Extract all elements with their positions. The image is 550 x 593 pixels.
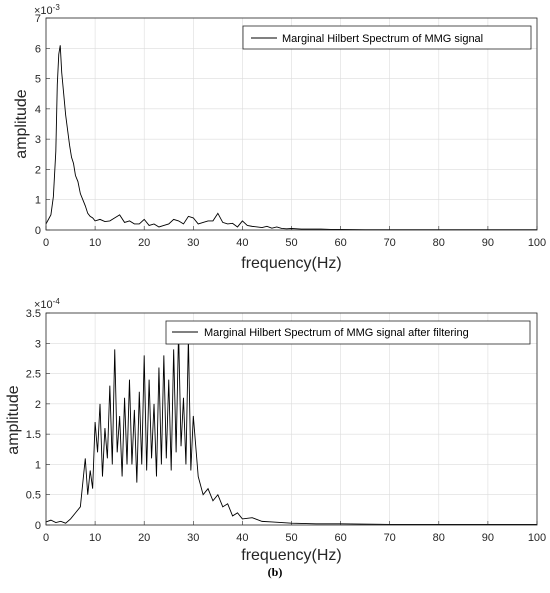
x-tick-label: 70	[384, 237, 396, 249]
x-tick-label: 100	[528, 532, 546, 544]
y-axis-label: amplitude	[5, 385, 22, 454]
y-tick-label: 1	[35, 459, 41, 471]
y-tick-label: 0	[35, 225, 41, 237]
x-tick-label: 20	[138, 532, 150, 544]
x-tick-label: 60	[334, 237, 346, 249]
plot-frame	[45, 17, 538, 231]
legend: Marginal Hilbert Spectrum of MMG signal …	[165, 320, 531, 345]
y-tick-label: 3.5	[26, 308, 41, 320]
legend-box	[242, 25, 532, 50]
y-tick-label: 0	[35, 520, 41, 532]
x-tick-label: 50	[285, 237, 297, 249]
legend-entry: Marginal Hilbert Spectrum of MMG signal	[282, 33, 483, 45]
legend-box	[165, 320, 531, 345]
y-tick-labels: 0 1 2 3 4 5 6 7	[35, 13, 41, 237]
y-tick-labels: 0 0.5 1 1.5 2 2.5 3 3.5	[26, 308, 41, 532]
x-tick-label: 70	[384, 532, 396, 544]
legend-entry: Marginal Hilbert Spectrum of MMG signal …	[204, 327, 469, 339]
x-tick-label: 40	[236, 237, 248, 249]
x-tick-label: 90	[482, 532, 494, 544]
x-tick-label: 50	[285, 532, 297, 544]
y-tick-label: 3	[35, 134, 41, 146]
y-tick-label: 3	[35, 338, 41, 350]
y-tick-label: 0.5	[26, 490, 41, 502]
x-tick-labels: 0 10 20 30 40 50 60 70 80 90 100	[43, 237, 546, 249]
x-tick-label: 100	[528, 237, 546, 249]
series-line	[45, 45, 537, 231]
x-tick-label: 60	[334, 532, 346, 544]
x-tick-label: 10	[89, 532, 101, 544]
y-axis-label: amplitude	[13, 89, 30, 158]
x-tick-label: 30	[187, 532, 199, 544]
x-axis-label: frequency(Hz)	[241, 255, 341, 272]
x-tick-label: 0	[43, 237, 49, 249]
x-axis-label: frequency(Hz)	[241, 547, 341, 564]
series-group	[45, 331, 537, 525]
x-tick-label: 10	[89, 237, 101, 249]
x-tick-label: 80	[433, 532, 445, 544]
x-tick-label: 20	[138, 237, 150, 249]
y-tick-label: 2	[35, 164, 41, 176]
y-tick-label: 5	[35, 74, 41, 86]
y-tick-label: 2.5	[26, 369, 41, 381]
chart-panel-bottom: 0 10 20 30 40 50 60 70 80 90 100 00.511.522.533.5 …	[5, 297, 546, 564]
y-exponent-label: ×10-4	[34, 297, 60, 311]
x-tick-labels: 0 10 20 30 40 50 60 70 80 90 100	[43, 532, 546, 544]
y-tick-label: 1.5	[26, 429, 41, 441]
legend: Marginal Hilbert Spectrum of MMG signal	[242, 25, 532, 50]
x-tick-label: 0	[43, 532, 49, 544]
y-tick-label: 7	[35, 13, 41, 25]
y-tick-label: 2	[35, 399, 41, 411]
y-tick-label: 1	[35, 195, 41, 207]
chart-panel-top: 0 10 20 30 40 50 60 70 80 90 100 0 1 2 3 4 5 6 7 ×10-3 fr…	[13, 3, 546, 272]
x-tick-label: 40	[236, 532, 248, 544]
x-tick-label: 80	[433, 237, 445, 249]
y-exponent-label: ×10-3	[34, 3, 60, 17]
plot-frame	[45, 312, 538, 526]
panel-label: (b)	[267, 565, 283, 579]
series-line	[45, 331, 537, 525]
y-tick-label: 6	[35, 43, 41, 55]
series-group	[45, 45, 537, 231]
x-tick-label: 30	[187, 237, 199, 249]
y-tick-label: 4	[35, 104, 41, 116]
x-tick-label: 90	[482, 237, 494, 249]
